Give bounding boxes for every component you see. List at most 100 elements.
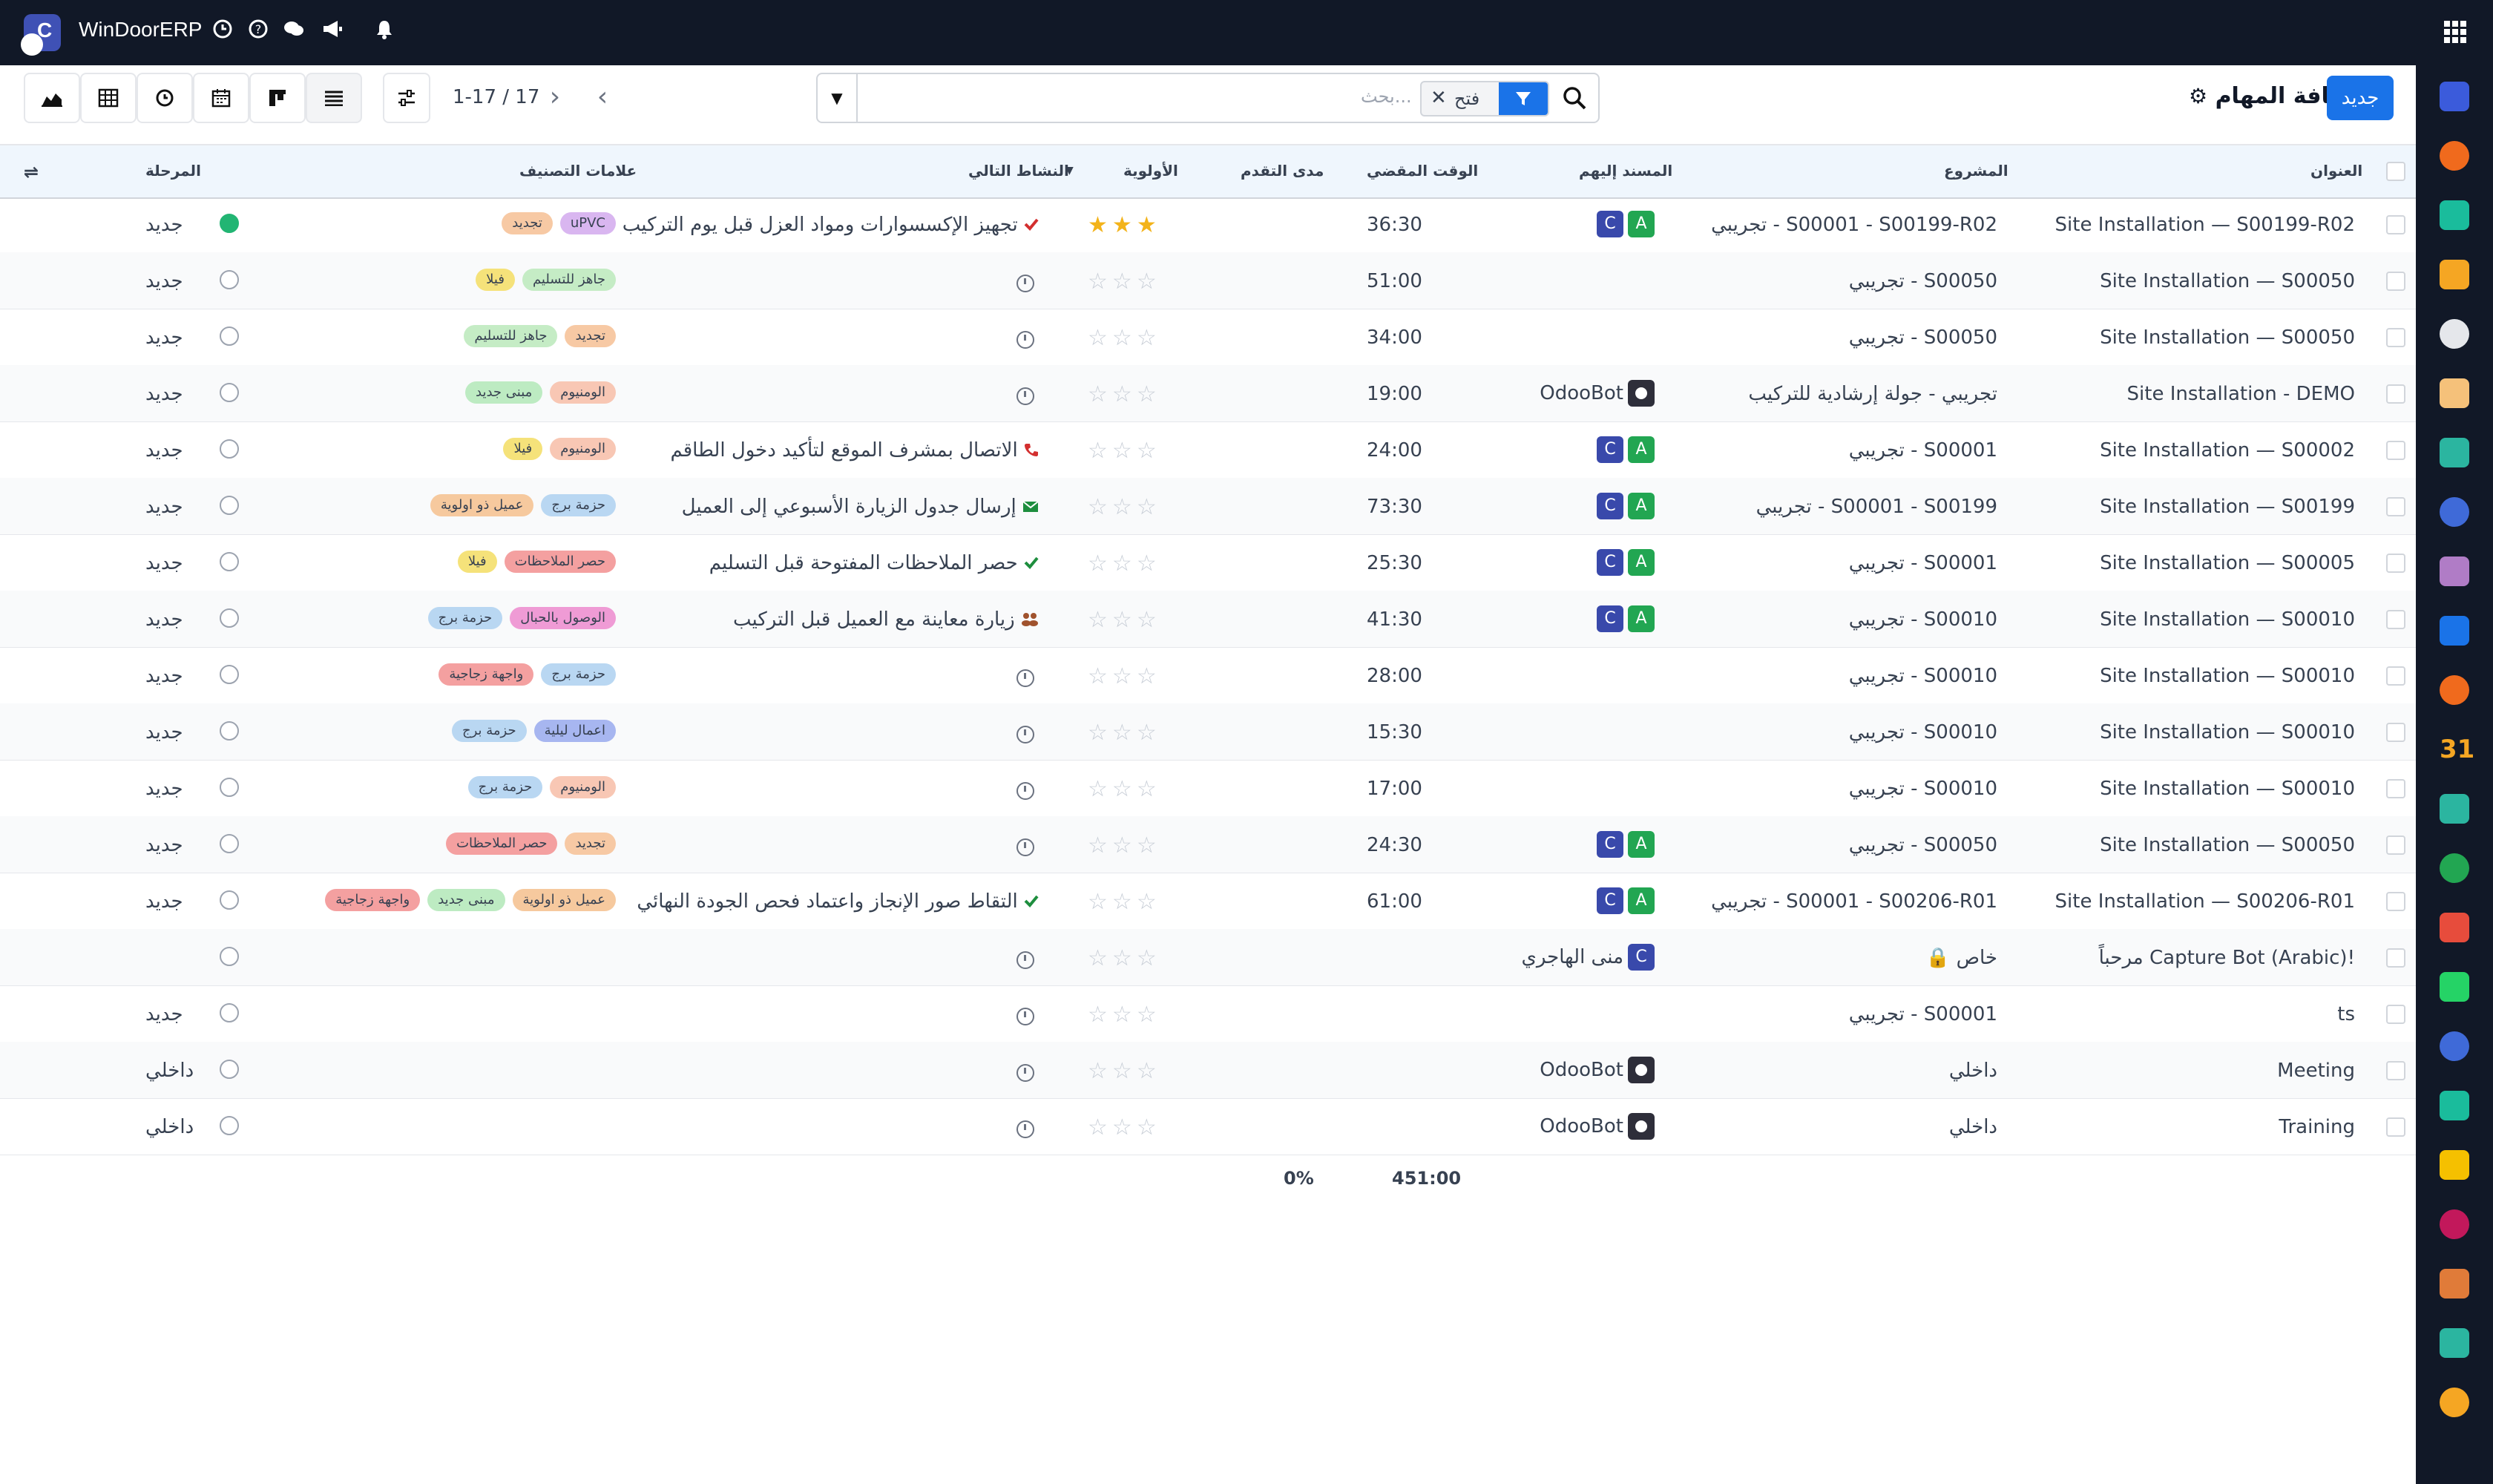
priority-star-icon[interactable]: ☆ [1136, 945, 1161, 971]
contacts-app-icon[interactable] [2440, 378, 2469, 408]
sort-caret-icon[interactable]: ▼ [1065, 165, 1074, 177]
table-row[interactable]: Site Installation — S00010 تجريبي - S0001… [0, 760, 2416, 817]
priority-star-icon[interactable]: ☆ [1111, 438, 1137, 464]
sales-app-icon[interactable] [2440, 200, 2469, 230]
activity-clock-icon[interactable] [1016, 779, 1034, 801]
priority-star-icon[interactable]: ★ [1088, 212, 1112, 238]
column-assignees[interactable]: المسند إليهم [1579, 162, 1673, 180]
apps-grid-icon[interactable] [2444, 21, 2466, 43]
row-checkbox[interactable] [2386, 779, 2405, 798]
task-title[interactable]: Site Installation — S00010 [2100, 608, 2355, 631]
kanban-state-icon[interactable] [220, 552, 239, 571]
table-row[interactable]: Site Installation — S00010 تجريبي - S0001… [0, 591, 2416, 648]
task-assignees[interactable]: منى الهاجري C [1517, 944, 1655, 971]
column-stage[interactable]: المرحلة [145, 162, 201, 180]
priority-stars[interactable]: ☆☆☆ [1088, 889, 1161, 915]
table-row[interactable]: Site Installation — S00050 تجريبي - S0005… [0, 309, 2416, 366]
table-row[interactable]: Site Installation - DEMO تجريبي - جولة إر… [0, 365, 2416, 422]
priority-stars[interactable]: ☆☆☆ [1088, 494, 1161, 520]
priority-star-icon[interactable]: ☆ [1088, 1114, 1112, 1140]
priority-star-icon[interactable]: ☆ [1136, 1002, 1161, 1028]
row-checkbox[interactable] [2386, 666, 2405, 686]
discuss-app-icon[interactable] [2440, 141, 2469, 171]
priority-star-icon[interactable]: ☆ [1111, 1058, 1137, 1084]
row-checkbox[interactable] [2386, 723, 2405, 742]
task-title[interactable]: Site Installation — S00199-R02 [2054, 214, 2355, 236]
whatsapp-app-icon[interactable] [2440, 972, 2469, 1002]
activity-clock-icon[interactable] [1016, 835, 1034, 858]
kanban-state-icon[interactable] [220, 665, 239, 684]
priority-stars[interactable]: ☆☆☆ [1088, 1114, 1161, 1140]
kanban-state-icon[interactable] [220, 214, 239, 233]
priority-star-icon[interactable]: ☆ [1111, 720, 1137, 746]
priority-star-icon[interactable]: ★ [1111, 212, 1137, 238]
clock-icon[interactable] [208, 16, 237, 49]
activity-clock-icon[interactable] [1016, 384, 1034, 407]
priority-stars[interactable]: ☆☆☆ [1088, 438, 1161, 464]
kanban-state-icon[interactable] [220, 439, 239, 459]
next-activity[interactable]: تجهيز الإكسسوارات ومواد العزل قبل يوم ال… [623, 214, 1039, 237]
activity-view-button[interactable] [137, 73, 193, 123]
priority-star-icon[interactable]: ☆ [1088, 381, 1112, 407]
priority-stars[interactable]: ☆☆☆ [1088, 1058, 1161, 1084]
row-checkbox[interactable] [2386, 610, 2405, 629]
table-row[interactable]: Meeting داخلي OdooBot ☆☆☆ داخلي [0, 1042, 2416, 1099]
task-title[interactable]: Site Installation — S00010 [2100, 721, 2355, 743]
kanban-view-button[interactable] [249, 73, 306, 123]
priority-star-icon[interactable]: ☆ [1111, 381, 1137, 407]
row-checkbox[interactable] [2386, 1005, 2405, 1024]
priority-star-icon[interactable]: ☆ [1088, 889, 1112, 915]
megaphone-icon[interactable] [318, 16, 347, 49]
tasks-app-icon[interactable] [2440, 438, 2469, 467]
row-checkbox[interactable] [2386, 1061, 2405, 1080]
task-title[interactable]: Site Installation — S00005 [2100, 552, 2355, 574]
task-title[interactable]: Site Installation — S00050 [2100, 326, 2355, 349]
priority-star-icon[interactable]: ☆ [1136, 607, 1161, 633]
priority-star-icon[interactable]: ☆ [1088, 663, 1112, 689]
next-activity[interactable]: زيارة معاينة مع العميل قبل التركيب [733, 608, 1039, 631]
task-title[interactable]: Site Installation — S00199 [2100, 496, 2355, 518]
row-checkbox[interactable] [2386, 835, 2405, 855]
mail-app-icon[interactable] [2440, 82, 2469, 111]
priority-star-icon[interactable]: ☆ [1136, 889, 1161, 915]
priority-star-icon[interactable]: ☆ [1088, 833, 1112, 858]
next-activity[interactable]: الاتصال بمشرف الموقع لتأكيد دخول الطاقم [670, 439, 1039, 462]
task-title[interactable]: Site Installation — S00050 [2100, 834, 2355, 856]
row-checkbox[interactable] [2386, 441, 2405, 460]
task-title[interactable]: Site Installation — S00002 [2100, 439, 2355, 462]
kanban-state-icon[interactable] [220, 270, 239, 289]
priority-stars[interactable]: ☆☆☆ [1088, 1002, 1161, 1028]
priority-star-icon[interactable]: ☆ [1136, 1058, 1161, 1084]
priority-star-icon[interactable]: ☆ [1111, 551, 1137, 577]
priority-star-icon[interactable]: ☆ [1111, 945, 1137, 971]
priority-star-icon[interactable]: ☆ [1136, 720, 1161, 746]
calendar-app-icon[interactable]: 31 [2440, 735, 2475, 764]
reporting-app-icon[interactable] [2440, 260, 2469, 289]
priority-star-icon[interactable]: ☆ [1136, 663, 1161, 689]
table-row[interactable]: ts تجريبي - S00001 ☆☆☆ جديد [0, 985, 2416, 1043]
row-checkbox[interactable] [2386, 1117, 2405, 1137]
website-app-icon[interactable] [2440, 1091, 2469, 1120]
priority-star-icon[interactable]: ☆ [1136, 833, 1161, 858]
priority-stars[interactable]: ☆☆☆ [1088, 607, 1161, 633]
priority-stars[interactable]: ☆☆☆ [1088, 776, 1161, 802]
table-row[interactable]: Site Installation — S00002 تجريبي - S0000… [0, 421, 2416, 479]
priority-stars[interactable]: ☆☆☆ [1088, 720, 1161, 746]
optional-columns-icon[interactable]: ⇌ [24, 162, 39, 183]
row-checkbox[interactable] [2386, 892, 2405, 911]
column-project[interactable]: المشروع [1944, 162, 2008, 180]
inventory-app-icon[interactable] [2440, 319, 2469, 349]
kanban-state-icon[interactable] [220, 326, 239, 346]
priority-star-icon[interactable]: ☆ [1088, 494, 1112, 520]
timesheet-app-icon[interactable] [2440, 1031, 2469, 1061]
column-time-spent[interactable]: الوقت المقضي [1367, 162, 1479, 180]
activity-clock-icon[interactable] [1016, 666, 1034, 689]
task-title[interactable]: مرحباً Capture Bot (Arabic)! [2098, 947, 2355, 969]
search-facet[interactable]: ✕ فتح [1420, 81, 1549, 116]
search-options-toggle[interactable]: ▼ [818, 74, 858, 122]
priority-star-icon[interactable]: ☆ [1111, 269, 1137, 295]
planning-app-icon[interactable] [2440, 1328, 2469, 1358]
